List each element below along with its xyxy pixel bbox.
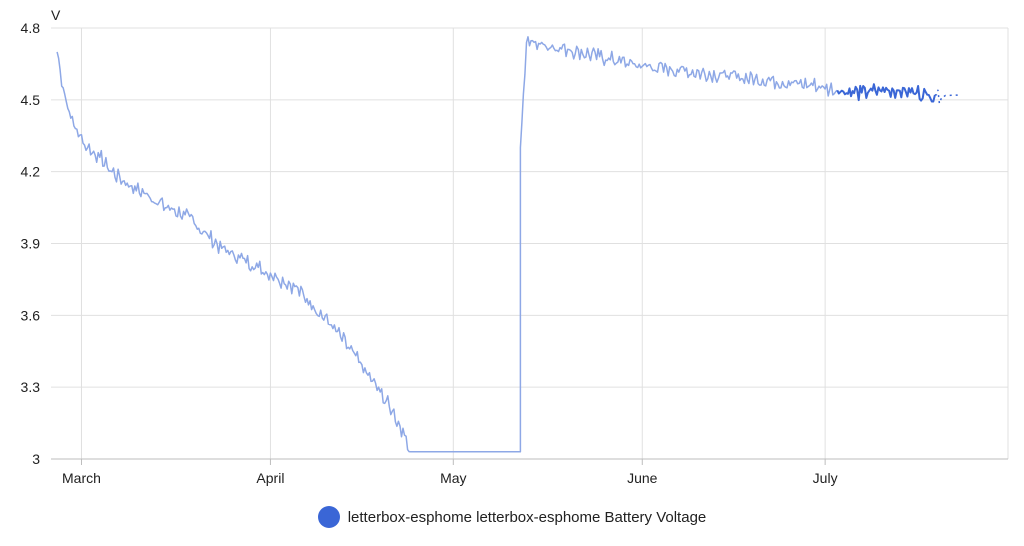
x-tick-label: June [627,470,658,486]
y-tick-label: 3.6 [21,307,41,323]
line-chart: 3 3.3 3.6 3.9 4.2 4.5 4.8 V March April May June Jul… [21,7,1009,486]
y-tick-label: 3.3 [21,379,41,395]
legend[interactable]: letterbox-esphome letterbox-esphome Batt… [0,506,1024,528]
y-tick-label: 4.5 [21,92,41,108]
data-point [767,78,773,84]
x-tick-label: April [256,470,284,486]
data-point [310,303,316,309]
data-point [725,73,731,79]
y-tick-label: 4.8 [21,20,41,36]
data-point [164,205,170,211]
legend-series-label[interactable]: letterbox-esphome letterbox-esphome Batt… [347,508,707,526]
data-point [914,90,920,96]
data-point [408,449,414,455]
data-point [54,49,60,55]
data-point [274,274,280,280]
data-point [810,82,816,88]
data-point [292,284,298,290]
data-point [859,90,865,96]
data-point [365,372,371,378]
data-point [639,63,645,69]
x-tick-label: July [813,470,838,486]
data-point [182,212,188,218]
data-point [895,87,901,93]
data-point [200,229,206,235]
data-point [566,47,572,53]
y-tick-label: 3.9 [21,236,41,252]
data-point [328,322,334,328]
data-point [926,92,932,98]
data-point [523,39,529,45]
data-point [85,145,91,151]
data-point [66,109,72,115]
data-point [347,346,353,352]
data-point [944,92,950,98]
data-point [97,154,103,160]
data-point [60,85,66,91]
data-point [237,255,243,261]
data-point [389,408,395,414]
data-point [109,169,115,175]
y-unit-label: V [51,7,61,23]
y-tick-label: 4.2 [21,164,41,180]
x-tick-label: May [440,470,466,486]
data-point [127,183,133,189]
x-tick-label: March [62,470,101,486]
data-point [597,54,603,60]
series-line-projection [934,89,962,104]
data-point [402,432,408,438]
data-point [877,87,883,93]
data-point [834,87,840,93]
data-point [517,145,523,151]
data-point [377,389,383,395]
data-point [219,245,225,251]
y-tick-label: 3 [32,451,40,467]
data-point [542,42,548,48]
series-line-history [56,36,838,453]
data-point [255,264,261,270]
data-point [72,126,78,132]
data-point [146,193,152,199]
data-point [932,92,938,98]
data-point [682,68,688,74]
data-point [517,449,523,455]
legend-series-marker[interactable] [317,506,340,528]
series-line-recent [836,83,936,103]
